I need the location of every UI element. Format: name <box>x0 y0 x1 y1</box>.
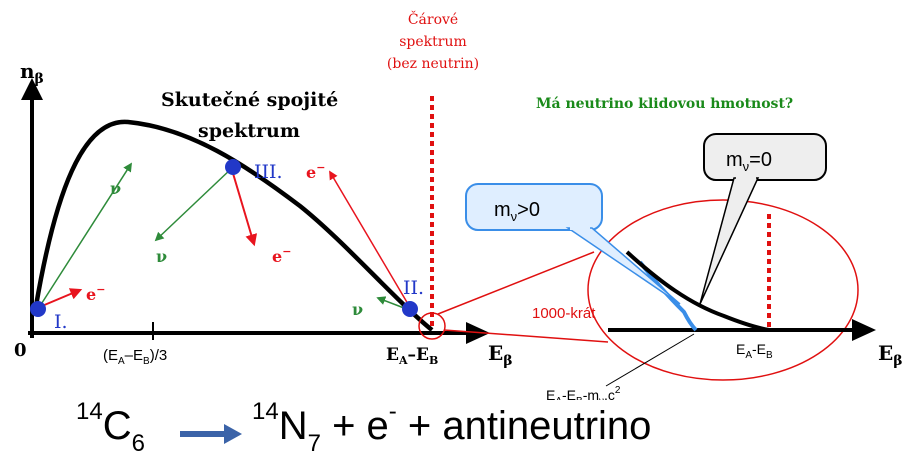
y-axis-arrowhead <box>21 78 43 100</box>
neutrino-mass-question: Má neutrino klidovou hmotnost? <box>536 96 793 112</box>
beta-spectrum-diagram: nβ 0 (EA–EB)/3 EA–EB Eβ Čárové spektrum … <box>14 10 903 400</box>
inset-x-axis-label: Eβ <box>878 341 903 369</box>
callout-massive-seam <box>570 222 590 230</box>
point-2-neutrino-arrow <box>376 296 405 309</box>
point-2-electron-arrow <box>329 170 409 305</box>
continuous-spectrum-label-1: Skutečné spojité <box>161 89 338 111</box>
point-2-marker <box>402 301 418 317</box>
y-axis-label: nβ <box>20 59 44 87</box>
callout-massive <box>465 183 603 231</box>
x-tick-third-label: (EA–EB)/3 <box>103 347 167 367</box>
origin-label: 0 <box>14 340 27 361</box>
point-1-label: I. <box>54 311 68 333</box>
inset-x-axis-arrowhead <box>852 319 876 341</box>
continuous-spectrum-curve <box>33 119 434 332</box>
nitrogen-products: 14N7 + e- + antineutrino <box>252 398 652 457</box>
callout-massless-seam <box>736 172 756 180</box>
zoom-connector-top <box>437 251 595 315</box>
inset-shift-pointer <box>605 333 695 387</box>
reaction-arrow-icon <box>180 424 242 444</box>
inset-curve-massless-neutrino <box>625 250 770 332</box>
point-3-label: III. <box>254 161 283 183</box>
point-1-marker <box>30 301 46 317</box>
x-axis-label: Eβ <box>488 341 513 369</box>
callout-massless <box>703 133 827 181</box>
zoom-factor-label: 1000-krát <box>532 305 596 322</box>
point-3-neutrino-arrow <box>154 167 233 242</box>
zoom-source-circle <box>418 312 446 340</box>
point-3-electron-label: e− <box>272 245 291 266</box>
inset-shifted-endpoint-label: EA-EB-mν.c2 <box>546 385 621 400</box>
point-3-marker <box>225 159 241 175</box>
point-2-electron-label: e− <box>306 161 325 182</box>
x-end-label: EA–EB <box>386 345 438 367</box>
carbon-nuclide: 14C6 <box>76 398 145 457</box>
line-spectrum-label-2: spektrum <box>399 34 467 50</box>
point-2-neutrino-label: ν <box>352 300 363 319</box>
callout-massless-label: mν=0 <box>726 149 772 174</box>
point-1-neutrino-arrow <box>39 162 132 307</box>
line-spectrum-label-1: Čárové <box>408 10 458 28</box>
callout-massive-label: mν>0 <box>494 199 540 224</box>
point-1-electron-label: e− <box>86 283 105 304</box>
point-3-electron-arrow <box>231 169 258 247</box>
point-1-electron-arrow <box>41 288 83 307</box>
decay-equation: 14C6 14N7 + e- + antineutrino <box>0 398 915 462</box>
continuous-spectrum-label-2: spektrum <box>198 120 300 142</box>
inset-curve-massive-neutrino <box>638 260 698 332</box>
point-3-neutrino-label: ν <box>156 247 167 266</box>
line-spectrum-label-3: (bez neutrin) <box>387 56 479 72</box>
callout-massive-pointer <box>565 227 681 305</box>
point-1-neutrino-label: ν <box>110 179 121 198</box>
point-2-label: II. <box>403 277 424 299</box>
inset-endpoint-label: EA-EB <box>736 341 773 361</box>
zoom-ellipse <box>587 199 859 381</box>
zoom-connector-bottom <box>443 329 609 343</box>
callout-massless-pointer <box>699 177 760 305</box>
